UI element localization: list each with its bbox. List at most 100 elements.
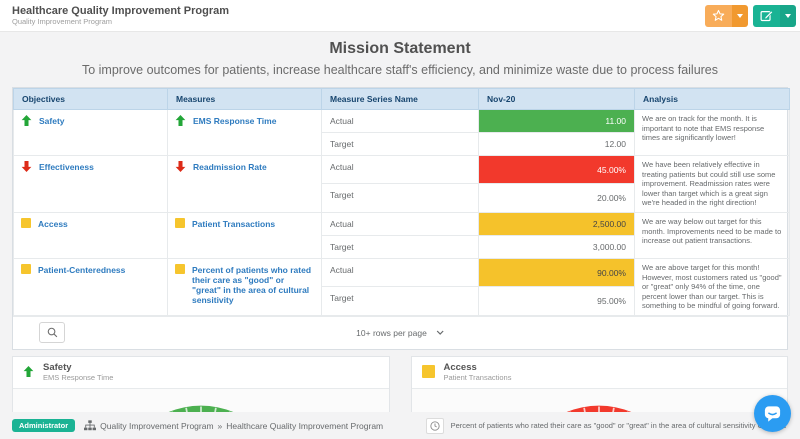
square-icon	[175, 217, 185, 228]
arrow-up-icon	[175, 115, 186, 126]
edit-icon[interactable]	[753, 4, 780, 27]
mission-text: To improve outcomes for patients, increa…	[81, 63, 719, 77]
status-bar: Administrator Quality Improvement Progra…	[0, 412, 800, 439]
actual-value-cell: 90.00%	[479, 258, 634, 287]
caret-down-icon	[737, 13, 743, 18]
objective-link[interactable]: Effectiveness	[39, 162, 94, 172]
series-name-cell: Actual	[321, 154, 479, 185]
square-icon	[21, 263, 31, 274]
table-footer: 10+ rows per page	[13, 315, 787, 349]
table-header-row: Objectives Measures Measure Series Name …	[13, 88, 790, 110]
sitemap-icon	[84, 420, 97, 431]
column-header-series: Measure Series Name	[321, 88, 479, 110]
measure-link[interactable]: Patient Transactions	[192, 218, 276, 229]
search-icon	[47, 328, 57, 338]
breadcrumb: Quality Improvement Program » Healthcare…	[84, 420, 383, 431]
square-icon	[175, 263, 185, 274]
analysis-cell: We have been relatively effective in tre…	[634, 155, 790, 213]
role-badge: Administrator	[12, 419, 76, 432]
star-icon[interactable]	[705, 4, 732, 27]
objective-cell: Access	[14, 213, 167, 235]
series-name-cell: Target	[321, 183, 479, 213]
column-header-period: Nov-20	[478, 88, 635, 110]
page-title: Healthcare Quality Improvement Program	[12, 5, 230, 17]
square-icon	[21, 217, 31, 228]
scorecard-table-card: Objectives Measures Measure Series Name …	[12, 87, 790, 350]
series-name-cell: Actual	[321, 257, 479, 288]
top-bar: Healthcare Quality Improvement Program Q…	[0, 0, 800, 32]
actual-value-cell: 11.00	[479, 110, 634, 132]
header-actions	[705, 4, 796, 27]
favorite-dropdown-caret[interactable]	[732, 4, 748, 27]
table-row: Patient-Centeredness Percent of patients…	[13, 257, 790, 316]
objective-link[interactable]: Safety	[39, 116, 65, 126]
chat-launcher-button[interactable]	[754, 395, 791, 432]
square-icon	[421, 365, 435, 379]
measure-cell: Readmission Rate	[168, 156, 321, 178]
series-name-cell: Target	[321, 132, 479, 156]
actual-value-cell: 2,500.00	[479, 212, 634, 235]
actual-value-cell: 45.00%	[479, 156, 634, 184]
caret-down-icon	[785, 13, 791, 18]
series-name-cell: Actual	[321, 109, 479, 133]
objective-link[interactable]: Patient-Centeredness	[38, 264, 126, 275]
rows-per-page-selector[interactable]: 10+ rows per page	[356, 328, 444, 338]
arrow-down-icon	[21, 161, 32, 172]
table-row: Effectiveness Readmission Rate Actual 45…	[13, 154, 790, 213]
measure-link[interactable]: EMS Response Time	[193, 116, 277, 126]
gauge-card-header: Safety EMS Response Time	[13, 356, 389, 389]
measure-cell: Patient Transactions	[168, 213, 321, 235]
objective-link[interactable]: Access	[38, 218, 68, 229]
gauge-card-titles: Safety EMS Response Time	[43, 362, 113, 382]
table-row: Access Patient Transactions Actual 2,500…	[13, 211, 790, 259]
breadcrumb-current[interactable]: Healthcare Quality Improvement Program	[226, 420, 384, 431]
analysis-cell: We are on track for the month. It is imp…	[634, 109, 790, 156]
arrow-down-icon	[175, 161, 186, 172]
table-row: Target 3,000.00	[14, 234, 790, 259]
analysis-cell: We are above target for this month! Howe…	[634, 257, 790, 316]
analysis-cell: We are way below out target for this mon…	[634, 211, 790, 259]
gauge-card-subtitle: EMS Response Time	[43, 373, 114, 383]
edit-dropdown-caret[interactable]	[780, 4, 796, 27]
search-button[interactable]	[39, 322, 65, 344]
measure-link[interactable]: Readmission Rate	[193, 162, 267, 172]
last-updated-note: Percent of patients who rated their care…	[425, 417, 788, 434]
column-header-objectives: Objectives	[13, 88, 168, 110]
gauge-card-header: Access Patient Transactions	[411, 356, 787, 389]
chevron-down-icon	[436, 331, 444, 336]
measure-link[interactable]: Percent of patients who rated their care…	[192, 264, 312, 305]
page-heading: Healthcare Quality Improvement Program Q…	[12, 5, 229, 26]
table-row: Target 95.00%	[14, 286, 790, 316]
arrow-up-icon	[21, 115, 32, 126]
clock-icon-box	[425, 417, 444, 434]
mission-title: Mission Statement	[329, 40, 471, 57]
scorecard-table: Objectives Measures Measure Series Name …	[13, 88, 790, 316]
rows-per-page-label: 10+ rows per page	[356, 327, 427, 338]
favorite-split-button[interactable]	[705, 4, 748, 27]
gauge-card-title: Access	[443, 362, 477, 374]
edit-split-button[interactable]	[753, 4, 796, 27]
series-name-cell: Target	[321, 234, 479, 259]
gauge-card-subtitle: Patient Transactions	[443, 373, 512, 383]
column-header-analysis: Analysis	[634, 88, 790, 110]
gauge-card-title: Safety	[43, 362, 72, 374]
update-note-text: Percent of patients who rated their care…	[450, 421, 786, 430]
target-value-cell: 20.00%	[597, 193, 626, 204]
measure-cell: Percent of patients who rated their care…	[168, 259, 321, 311]
series-name-cell: Target	[321, 286, 479, 316]
mission-section: Mission Statement To improve outcomes fo…	[0, 32, 800, 77]
target-value-cell: 95.00%	[597, 296, 626, 307]
gauge-card-titles: Access Patient Transactions	[444, 362, 512, 382]
objective-cell: Effectiveness	[14, 156, 167, 178]
arrow-up-icon	[23, 366, 34, 378]
page-subtitle: Quality Improvement Program	[12, 17, 113, 26]
table-row: Safety EMS Response Time Actual 11.00 We…	[13, 109, 790, 156]
breadcrumb-parent[interactable]: Quality Improvement Program	[100, 420, 214, 431]
column-header-measures: Measures	[167, 88, 322, 110]
objective-cell: Safety	[14, 110, 167, 132]
breadcrumb-separator: »	[217, 420, 223, 431]
series-name-cell: Actual	[321, 211, 479, 236]
table-row: Target 12.00	[14, 132, 790, 156]
chat-icon	[764, 406, 781, 422]
